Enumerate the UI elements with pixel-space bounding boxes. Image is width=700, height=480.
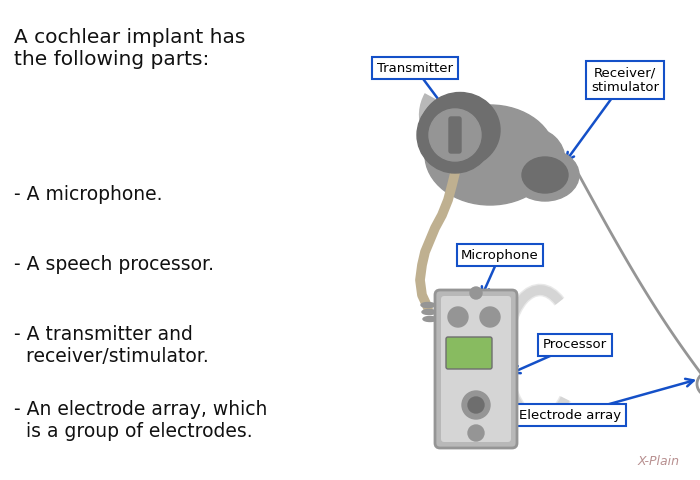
- Ellipse shape: [422, 310, 436, 314]
- Circle shape: [470, 287, 482, 299]
- Ellipse shape: [495, 128, 565, 192]
- Circle shape: [468, 397, 484, 413]
- FancyBboxPatch shape: [449, 117, 461, 153]
- Ellipse shape: [511, 149, 579, 201]
- Text: X-Plain: X-Plain: [638, 455, 680, 468]
- Circle shape: [468, 425, 484, 441]
- Circle shape: [480, 307, 500, 327]
- Ellipse shape: [423, 316, 437, 322]
- FancyBboxPatch shape: [446, 337, 492, 369]
- Text: Electrode array: Electrode array: [519, 408, 621, 421]
- Ellipse shape: [421, 302, 435, 308]
- Circle shape: [448, 307, 468, 327]
- FancyBboxPatch shape: [441, 296, 511, 442]
- Text: Microphone: Microphone: [461, 249, 539, 262]
- Text: - A transmitter and
  receiver/stimulator.: - A transmitter and receiver/stimulator.: [14, 325, 209, 366]
- FancyBboxPatch shape: [435, 290, 517, 448]
- Circle shape: [429, 109, 481, 161]
- Ellipse shape: [522, 157, 568, 193]
- Text: Transmitter: Transmitter: [377, 61, 453, 74]
- Circle shape: [462, 391, 490, 419]
- Text: - A speech processor.: - A speech processor.: [14, 255, 214, 274]
- Ellipse shape: [420, 93, 500, 168]
- Text: Receiver/
stimulator: Receiver/ stimulator: [591, 66, 659, 94]
- Text: Processor: Processor: [543, 338, 607, 351]
- Circle shape: [417, 97, 493, 173]
- Text: - A microphone.: - A microphone.: [14, 185, 162, 204]
- Ellipse shape: [425, 105, 555, 205]
- Text: A cochlear implant has
the following parts:: A cochlear implant has the following par…: [14, 28, 246, 69]
- Text: - An electrode array, which
  is a group of electrodes.: - An electrode array, which is a group o…: [14, 400, 267, 441]
